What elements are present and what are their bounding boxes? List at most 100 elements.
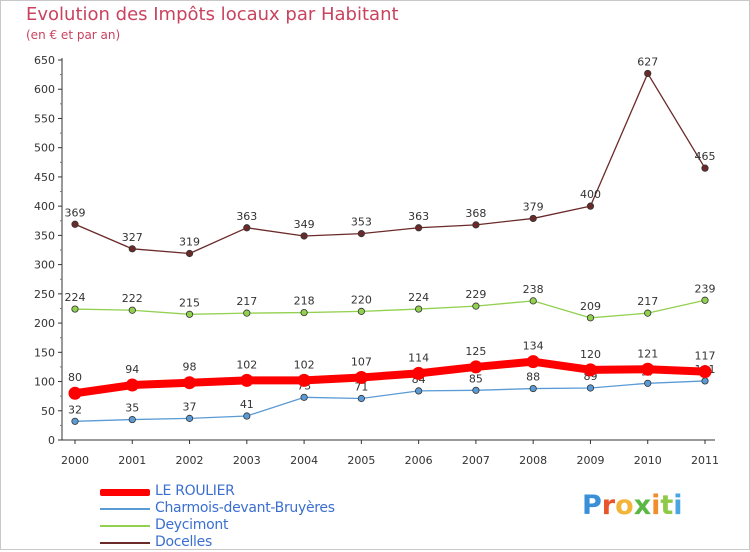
data-label-charmois-devant-bruy-res: 85 (469, 372, 483, 385)
data-label-deycimont: 224 (65, 291, 86, 304)
data-label-le-roulier: 98 (183, 361, 197, 374)
data-point-le-roulier (412, 366, 426, 380)
logo-letter: x (633, 490, 652, 521)
legend-swatch-charmois (100, 508, 150, 510)
series-line-charmois-devant-bruy-res (74, 380, 706, 422)
data-point-charmois-devant-bruy-res (644, 379, 652, 387)
data-label-le-roulier: 121 (637, 347, 658, 360)
data-point-charmois-devant-bruy-res (472, 386, 480, 394)
x-tick-label: 2010 (634, 454, 662, 467)
data-point-docelles (357, 230, 365, 238)
data-point-charmois-devant-bruy-res (185, 414, 194, 422)
proxiti-logo: Proxiti (582, 490, 683, 521)
x-tick-label: 2003 (233, 454, 261, 467)
data-label-docelles: 327 (122, 231, 143, 244)
data-point-docelles (529, 214, 537, 223)
data-label-charmois-devant-bruy-res: 37 (183, 400, 197, 413)
data-label-docelles: 400 (580, 188, 601, 201)
x-tick-label: 2008 (519, 454, 547, 467)
data-label-charmois-devant-bruy-res: 32 (68, 403, 82, 416)
legend-label-le-roulier: LE ROULIER (155, 483, 235, 499)
logo-letter: o (615, 490, 634, 521)
legend-label-charmois: Charmois-devant-Bruyères (155, 500, 335, 516)
x-tick-label: 2002 (176, 454, 204, 467)
data-point-le-roulier (240, 373, 254, 387)
data-label-le-roulier: 80 (68, 371, 82, 384)
data-point-le-roulier (469, 360, 483, 374)
data-label-le-roulier: 114 (408, 351, 429, 364)
legend-swatch-deycimont (100, 525, 150, 527)
data-point-docelles (300, 232, 308, 240)
data-point-docelles (701, 164, 709, 172)
series-line-deycimont (74, 299, 706, 319)
data-label-deycimont: 217 (637, 295, 658, 308)
data-point-deycimont (586, 314, 595, 322)
y-tick-label: 200 (34, 317, 55, 330)
data-point-charmois-devant-bruy-res (415, 387, 423, 395)
data-point-docelles (644, 69, 652, 78)
line-chart: 0 50 100 150 200 250 300 350 400 450 500 550 600 650 2… (34, 54, 719, 467)
data-point-deycimont (644, 309, 652, 317)
x-tick-label: 2004 (290, 454, 318, 467)
data-label-le-roulier: 134 (523, 340, 544, 353)
data-point-charmois-devant-bruy-res (529, 384, 537, 393)
y-tick-label: 0 (48, 434, 55, 447)
data-point-deycimont (357, 307, 365, 315)
data-label-deycimont: 217 (236, 295, 257, 308)
chart-subtitle: (en € et par an) (26, 28, 121, 42)
data-point-charmois-devant-bruy-res (243, 412, 251, 420)
x-tick-label: 2005 (347, 454, 375, 467)
data-point-deycimont (701, 296, 709, 304)
data-label-le-roulier: 107 (351, 355, 372, 368)
data-label-charmois-devant-bruy-res: 41 (240, 398, 254, 411)
y-tick-label: 600 (34, 83, 55, 96)
data-label-docelles: 319 (179, 236, 200, 249)
data-point-deycimont (300, 308, 308, 317)
data-label-docelles: 368 (465, 207, 486, 220)
data-point-docelles (586, 202, 595, 210)
chart-title: Evolution des Impôts locaux par Habitant (26, 4, 399, 25)
data-label-le-roulier: 120 (580, 348, 601, 361)
data-point-le-roulier (125, 378, 139, 392)
legend-label-deycimont: Deycimont (155, 517, 229, 533)
data-label-deycimont: 222 (122, 292, 143, 305)
data-label-deycimont: 239 (695, 282, 716, 295)
data-point-le-roulier (68, 386, 82, 400)
data-label-docelles: 379 (523, 200, 544, 213)
y-tick-label: 400 (34, 200, 55, 213)
data-label-docelles: 363 (236, 210, 257, 223)
data-point-le-roulier (183, 376, 197, 390)
series-line-docelles (74, 72, 706, 255)
data-label-docelles: 349 (294, 218, 315, 231)
data-point-docelles (243, 224, 251, 232)
data-point-deycimont (185, 310, 194, 318)
data-point-deycimont (128, 306, 136, 314)
legend-swatch-docelles (100, 542, 150, 544)
data-point-deycimont (243, 309, 251, 317)
x-tick-label: 2009 (576, 454, 604, 467)
data-label-docelles: 353 (351, 216, 372, 229)
data-label-deycimont: 218 (294, 295, 315, 308)
data-point-charmois-devant-bruy-res (300, 393, 308, 401)
y-tick-label: 300 (34, 259, 55, 272)
y-tick-label: 450 (34, 171, 55, 184)
logo-letter: t (660, 490, 674, 521)
y-tick-label: 500 (34, 142, 55, 155)
x-tick-label: 2011 (691, 454, 719, 467)
legend-swatch-le-roulier (100, 489, 150, 496)
data-label-le-roulier: 94 (125, 363, 139, 376)
data-point-charmois-devant-bruy-res (128, 415, 136, 424)
data-point-charmois-devant-bruy-res (71, 417, 79, 425)
data-point-deycimont (472, 302, 480, 310)
data-label-docelles: 627 (637, 55, 658, 68)
data-label-deycimont: 229 (465, 288, 486, 301)
data-label-charmois-devant-bruy-res: 71 (354, 380, 368, 393)
data-point-le-roulier (297, 373, 311, 387)
x-tick-label: 2006 (405, 454, 433, 467)
x-tick-label: 2007 (462, 454, 490, 467)
series-line-le-roulier (71, 357, 709, 398)
x-tick-label: 2000 (61, 454, 89, 467)
data-label-deycimont: 209 (580, 300, 601, 313)
data-label-docelles: 465 (695, 150, 716, 163)
